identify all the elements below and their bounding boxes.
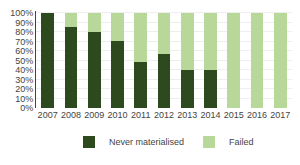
svg-text:2014: 2014 (201, 110, 221, 120)
svg-text:Failed: Failed (229, 137, 254, 147)
svg-text:10%: 10% (15, 94, 33, 104)
svg-text:40%: 40% (15, 65, 33, 75)
svg-text:Never materialised: Never materialised (109, 137, 184, 147)
svg-text:2017: 2017 (270, 110, 290, 120)
svg-text:2009: 2009 (84, 110, 104, 120)
svg-text:2015: 2015 (224, 110, 244, 120)
svg-text:90%: 90% (15, 18, 33, 28)
svg-text:2012: 2012 (154, 110, 174, 120)
svg-text:2011: 2011 (131, 110, 150, 120)
svg-text:2007: 2007 (38, 110, 58, 120)
svg-text:20%: 20% (15, 84, 33, 94)
svg-text:30%: 30% (15, 75, 33, 85)
svg-text:2008: 2008 (61, 110, 81, 120)
svg-text:2013: 2013 (177, 110, 197, 120)
svg-text:2016: 2016 (247, 110, 267, 120)
svg-text:100%: 100% (10, 8, 33, 18)
svg-text:50%: 50% (15, 56, 33, 66)
svg-text:60%: 60% (15, 46, 33, 56)
svg-text:80%: 80% (15, 27, 33, 37)
svg-text:2010: 2010 (107, 110, 127, 120)
svg-text:70%: 70% (15, 37, 33, 47)
svg-text:0%: 0% (20, 103, 33, 113)
